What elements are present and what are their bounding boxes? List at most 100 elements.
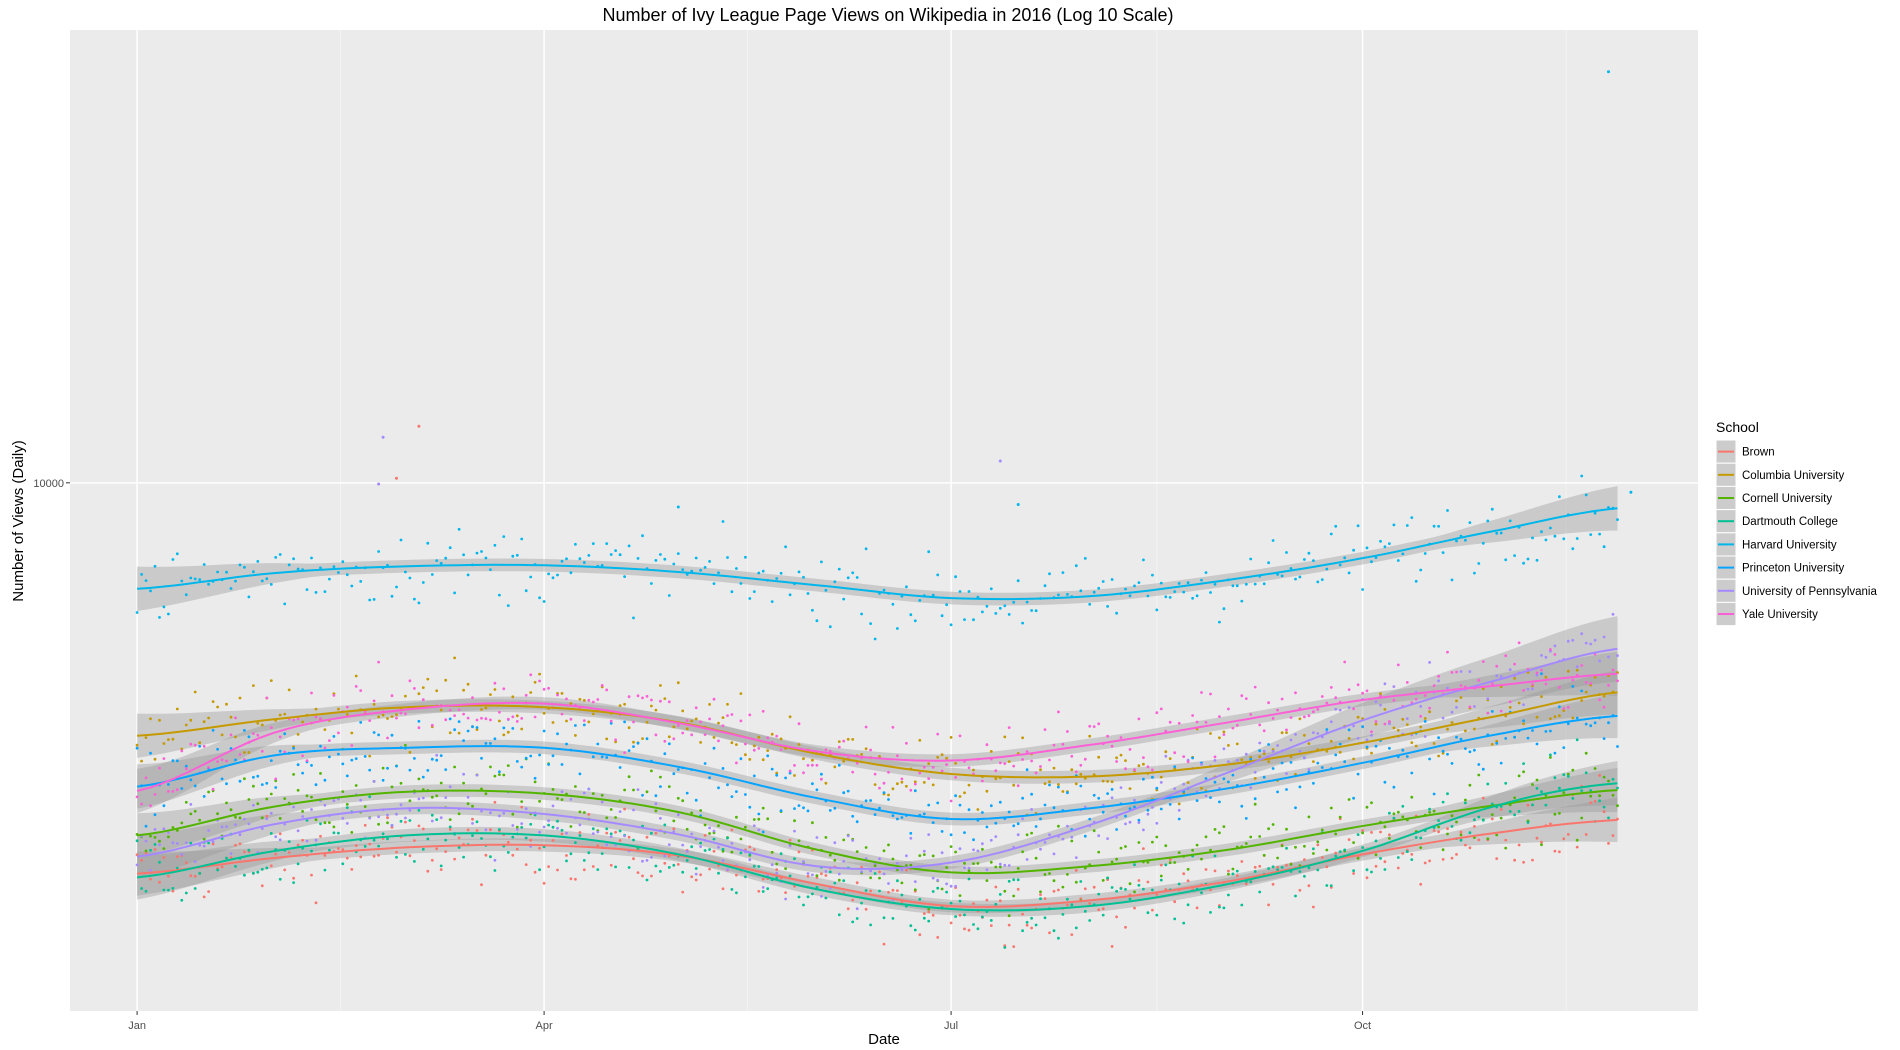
data-point: [274, 786, 278, 789]
data-point: [1584, 771, 1588, 775]
data-point: [287, 688, 291, 692]
data-point: [444, 678, 448, 682]
data-point: [1052, 889, 1056, 893]
data-point: [515, 828, 519, 831]
data-point: [1025, 768, 1029, 772]
data-point: [1128, 897, 1132, 901]
data-point: [757, 865, 761, 868]
data-point: [1218, 736, 1221, 740]
data-point: [1101, 580, 1105, 583]
data-point: [453, 714, 456, 717]
data-point: [1607, 842, 1610, 845]
data-point: [873, 637, 877, 641]
data-point: [542, 711, 546, 715]
data-point: [1499, 808, 1503, 811]
legend-title: School: [1716, 419, 1759, 435]
data-point: [493, 869, 497, 872]
data-point: [1151, 775, 1154, 779]
data-point: [1468, 670, 1472, 673]
data-point: [448, 818, 452, 821]
data-point: [981, 610, 984, 614]
data-point: [1280, 761, 1284, 765]
data-point: [851, 770, 855, 774]
data-point: [1276, 865, 1279, 869]
data-point: [480, 883, 483, 887]
data-point: [744, 875, 747, 879]
data-point: [1142, 847, 1145, 850]
data-point: [395, 855, 398, 859]
data-point: [193, 743, 197, 747]
data-point: [882, 942, 886, 946]
data-point: [1227, 744, 1230, 747]
data-point: [175, 855, 179, 858]
data-point: [793, 819, 796, 823]
data-point: [1030, 792, 1033, 796]
data-point: [954, 761, 957, 765]
data-point: [283, 712, 287, 716]
data-point: [676, 813, 680, 817]
data-point: [1481, 818, 1485, 822]
data-point: [994, 902, 998, 906]
data-point: [1334, 707, 1338, 711]
data-point: [1540, 668, 1543, 672]
data-point: [672, 562, 676, 566]
data-point: [328, 821, 331, 824]
data-point: [480, 550, 483, 553]
data-point: [1459, 696, 1463, 699]
data-point: [1271, 749, 1275, 753]
data-point: [1159, 874, 1163, 878]
data-point: [708, 560, 711, 563]
data-point: [480, 756, 483, 760]
data-point: [1168, 861, 1172, 865]
data-point: [694, 556, 698, 560]
data-point: [1177, 721, 1181, 725]
data-point: [260, 579, 264, 583]
data-point: [1258, 864, 1262, 868]
data-point: [1124, 822, 1127, 826]
data-point: [1388, 837, 1391, 840]
data-point: [377, 844, 380, 848]
data-point: [913, 880, 917, 883]
data-point: [1280, 866, 1284, 869]
data-point: [1164, 754, 1168, 758]
data-point: [837, 745, 841, 749]
data-point: [502, 535, 506, 538]
data-point: [1316, 843, 1320, 847]
data-point: [846, 907, 850, 911]
data-point: [1504, 781, 1508, 785]
data-point: [618, 839, 622, 842]
data-point: [1544, 655, 1548, 659]
data-point: [676, 724, 680, 727]
data-point: [386, 717, 389, 720]
data-point: [1016, 867, 1020, 870]
data-point: [1043, 584, 1047, 588]
data-point: [650, 704, 653, 708]
data-point: [582, 868, 586, 872]
data-point: [1405, 524, 1409, 527]
data-point: [864, 799, 868, 803]
data-point: [1410, 858, 1414, 861]
data-point: [869, 799, 872, 802]
data-point: [761, 886, 765, 889]
data-point: [1562, 537, 1566, 541]
data-point: [1262, 853, 1266, 857]
data-point: [1593, 767, 1597, 770]
data-point: [860, 865, 863, 869]
data-point: [1481, 660, 1485, 663]
data-point: [645, 694, 649, 698]
data-point: [1303, 715, 1306, 719]
data-point: [283, 732, 287, 736]
data-point: [1168, 757, 1172, 760]
data-point: [1584, 681, 1588, 684]
data-point: [189, 841, 193, 845]
data-point: [936, 886, 940, 890]
data-point: [1191, 714, 1194, 717]
data-point: [430, 573, 434, 576]
data-point: [578, 810, 582, 814]
data-point: [1066, 897, 1069, 901]
data-point: [775, 871, 779, 875]
data-point: [1361, 725, 1364, 729]
data-point: [627, 695, 631, 699]
data-point: [1227, 780, 1230, 784]
data-point: [1602, 694, 1606, 698]
